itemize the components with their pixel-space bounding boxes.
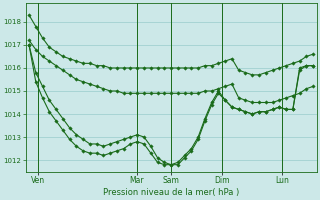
X-axis label: Pression niveau de la mer( hPa ): Pression niveau de la mer( hPa ) <box>103 188 239 197</box>
